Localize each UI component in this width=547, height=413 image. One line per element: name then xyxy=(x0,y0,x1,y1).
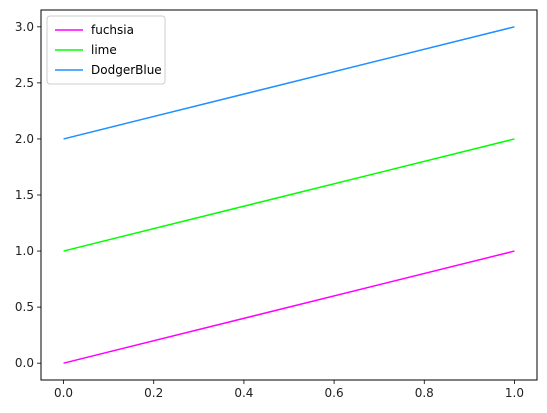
y-tick-label: 1.5 xyxy=(15,188,34,202)
x-tick-label: 0.6 xyxy=(325,386,344,400)
y-tick-label: 2.0 xyxy=(15,132,34,146)
legend-label-lime: lime xyxy=(91,43,117,57)
x-tick-label: 1.0 xyxy=(505,386,524,400)
x-tick-label: 0.8 xyxy=(415,386,434,400)
y-tick-label: 0.5 xyxy=(15,300,34,314)
legend-box xyxy=(46,15,166,85)
y-tick-label: 2.5 xyxy=(15,76,34,90)
ticks-layer: 0.0 0.2 0.4 0.6 0.8 1.0 0.0 0.5 1.0 1.5 2.0 2.5 3.0 xyxy=(15,20,524,400)
x-tick-label: 0.2 xyxy=(144,386,163,400)
series-line-DodgerBlue xyxy=(63,26,515,140)
legend-label-DodgerBlue: DodgerBlue xyxy=(91,63,162,77)
legend-label-fuchsia: fuchsia xyxy=(91,23,134,37)
y-tick-label: 0.0 xyxy=(15,356,34,370)
series-line-fuchsia xyxy=(63,250,515,364)
x-tick-label: 0.4 xyxy=(234,386,253,400)
legend: fuchsia lime DodgerBlue xyxy=(46,15,166,85)
series-layer xyxy=(63,26,515,364)
series-line-lime xyxy=(63,138,515,252)
y-tick-label: 3.0 xyxy=(15,20,34,34)
y-tick-label: 1.0 xyxy=(15,244,34,258)
x-tick-label: 0.0 xyxy=(54,386,73,400)
